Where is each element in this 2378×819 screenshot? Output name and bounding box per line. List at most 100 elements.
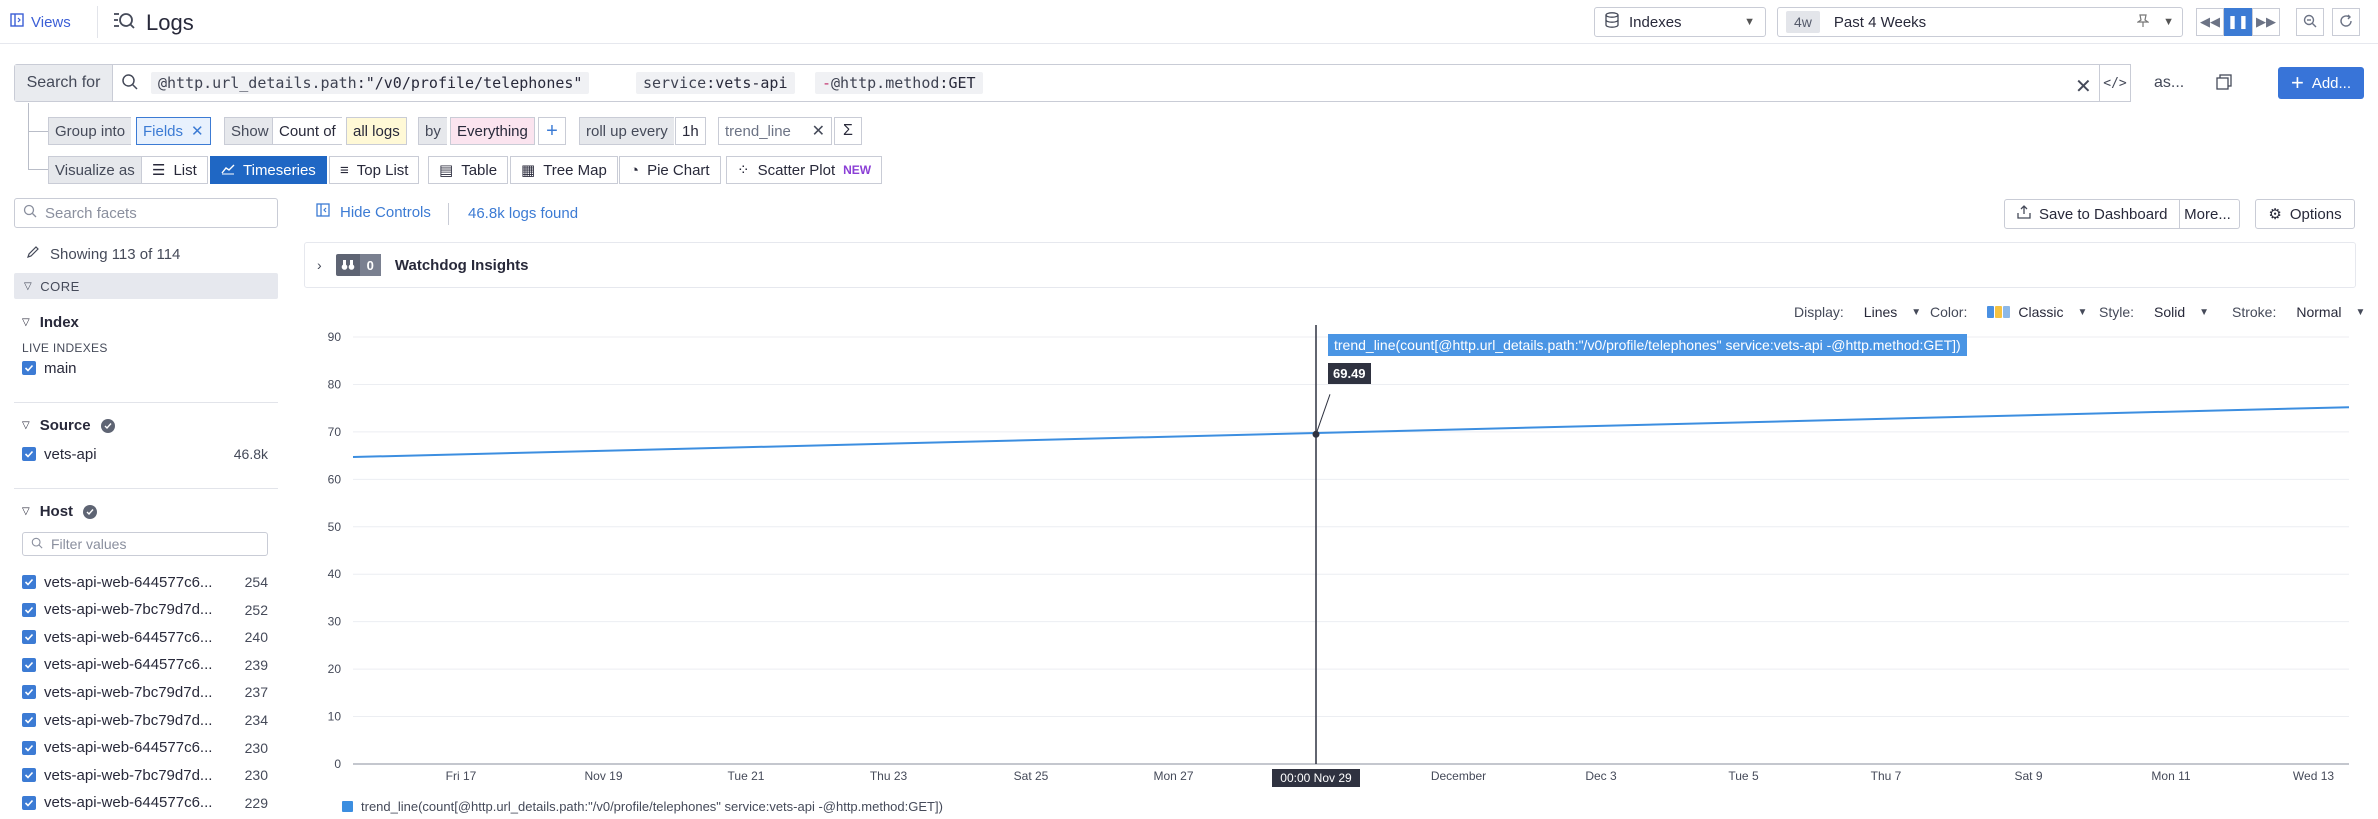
hover-point: [1312, 430, 1320, 438]
list-icon: ☰: [152, 162, 166, 179]
views-button[interactable]: Views: [10, 10, 71, 34]
display-option[interactable]: Display: Lines ▼: [1794, 303, 1921, 321]
facet-value[interactable]: vets-api-web-7bc79d7d... 230: [22, 765, 268, 785]
sigma-button[interactable]: Σ: [834, 117, 862, 145]
time-range-selector[interactable]: 4w Past 4 Weeks ▼: [1777, 7, 2183, 37]
checkbox-checked-icon[interactable]: [22, 630, 36, 645]
viz-scatter-plot[interactable]: ⁘ Scatter Plot NEW: [726, 156, 883, 184]
y-tick-label: 20: [328, 662, 342, 676]
add-group-button[interactable]: +: [538, 117, 566, 145]
copy-icon[interactable]: [2216, 74, 2232, 93]
series-line: [352, 406, 2350, 459]
all-logs-chip[interactable]: all logs: [346, 117, 407, 145]
close-icon[interactable]: ✕: [191, 123, 204, 140]
viz-table[interactable]: ▤ Table: [428, 156, 509, 184]
style-option[interactable]: Style: Solid ▼: [2099, 303, 2209, 321]
logs-found[interactable]: 46.8k logs found: [468, 205, 579, 222]
viz-tree-map[interactable]: ▦ Tree Map: [510, 156, 618, 184]
search-token[interactable]: -@http.method:GET: [815, 72, 983, 94]
facet-search-placeholder: Search facets: [45, 204, 137, 222]
facet-value-count: 254: [244, 574, 268, 590]
search-icon: [121, 73, 139, 94]
rollup-interval[interactable]: 1h: [675, 117, 706, 145]
code-view-button[interactable]: </>: [2099, 64, 2131, 102]
chevron-down-icon: ▼: [2163, 16, 2174, 28]
x-tick-label: Thu 7: [1871, 769, 1902, 783]
checkbox-checked-icon[interactable]: [22, 795, 36, 810]
more-button[interactable]: More...: [2176, 199, 2240, 229]
facet-source-header[interactable]: ▽ Source: [22, 417, 115, 434]
facet-value[interactable]: vets-api-web-7bc79d7d... 237: [22, 682, 268, 702]
core-section-header[interactable]: ▽ CORE: [14, 273, 278, 299]
style-value: Solid: [2154, 304, 2186, 320]
chart-canvas[interactable]: 0 10 20 30 40 50 60 70 80 90 Fri 17 Nov 19 Tue 21 Thu…: [300, 325, 2360, 816]
checkbox-checked-icon[interactable]: [22, 740, 36, 755]
search-token[interactable]: service:vets-api: [636, 72, 795, 94]
time-badge: 4w: [1786, 11, 1820, 33]
close-icon[interactable]: ✕: [811, 123, 825, 140]
legend-label: trend_line(count[@http.url_details.path:…: [361, 799, 943, 814]
facet-title: Source: [39, 417, 91, 434]
formula-input[interactable]: trend_line ✕: [718, 117, 832, 145]
search-token[interactable]: @http.url_details.path:"/v0/profile/tele…: [151, 72, 590, 94]
facet-value[interactable]: vets-api 46.8k: [22, 444, 268, 464]
search-bar[interactable]: Search for @http.url_details.path:"/v0/p…: [14, 64, 2113, 102]
everything-chip[interactable]: Everything: [450, 117, 535, 145]
checkbox-checked-icon[interactable]: [22, 657, 36, 672]
zoom-out-button[interactable]: [2296, 8, 2324, 36]
checkbox-checked-icon[interactable]: [22, 685, 36, 700]
save-to-dashboard-button[interactable]: Save to Dashboard: [2004, 199, 2181, 229]
facet-index-header[interactable]: ▽ Index: [22, 314, 79, 331]
checkbox-checked-icon[interactable]: [22, 713, 36, 727]
divider: [14, 402, 278, 403]
checkbox-checked-icon[interactable]: [22, 768, 36, 783]
hide-controls-button[interactable]: Hide Controls: [316, 203, 431, 221]
checkbox-checked-icon[interactable]: [22, 361, 36, 375]
facet-search-input[interactable]: Search facets: [14, 198, 278, 228]
fields-chip[interactable]: Fields ✕: [136, 117, 211, 145]
host-filter-input[interactable]: Filter values: [22, 532, 268, 556]
checkbox-checked-icon[interactable]: [22, 447, 36, 461]
rewind-button[interactable]: ◀◀: [2196, 8, 2224, 36]
timeseries-chart[interactable]: 0 10 20 30 40 50 60 70 80 90 Fri 17 Nov 19 Tue 21 Thu…: [300, 325, 2360, 816]
display-value: Lines: [1863, 304, 1898, 320]
facet-value[interactable]: vets-api-web-644577c6... 229: [22, 793, 268, 813]
divider: [14, 488, 278, 489]
options-button[interactable]: ⚙ Options: [2255, 199, 2355, 229]
plus-icon: +: [546, 119, 558, 142]
x-tick-label: Thu 23: [870, 769, 908, 783]
forward-button[interactable]: ▶▶: [2252, 8, 2280, 36]
edit-icon[interactable]: [26, 245, 40, 263]
facet-value-label: vets-api-web-644577c6...: [44, 656, 213, 674]
facet-value-label: vets-api-web-7bc79d7d...: [44, 683, 213, 701]
index-selector[interactable]: Indexes ▼: [1594, 7, 1766, 37]
viz-pie-chart[interactable]: ◔ Pie Chart: [619, 156, 721, 184]
facet-value[interactable]: vets-api-web-7bc79d7d... 234: [22, 710, 268, 730]
watchdog-insights-bar[interactable]: › 0 Watchdog Insights: [304, 242, 2356, 288]
pause-button[interactable]: ❚❚: [2224, 8, 2252, 36]
color-option[interactable]: Color: Classic ▼: [1930, 303, 2087, 321]
checkbox-checked-icon[interactable]: [22, 602, 36, 617]
refresh-button[interactable]: [2332, 8, 2360, 36]
viz-top-list[interactable]: ≡ Top List: [329, 156, 420, 184]
stroke-option[interactable]: Stroke: Normal ▼: [2232, 303, 2365, 321]
y-tick-label: 0: [334, 757, 341, 771]
facet-value[interactable]: vets-api-web-644577c6... 240: [22, 627, 268, 647]
facet-value[interactable]: vets-api-web-644577c6... 239: [22, 655, 268, 675]
checkbox-checked-icon[interactable]: [22, 575, 36, 589]
pin-icon[interactable]: [2136, 13, 2151, 31]
facet-value[interactable]: vets-api-web-644577c6... 230: [22, 738, 268, 758]
add-button[interactable]: + Add...: [2278, 67, 2364, 99]
facet-value[interactable]: vets-api-web-644577c6... 254: [22, 572, 268, 592]
database-icon: [1605, 12, 1619, 32]
facet-value[interactable]: main: [22, 358, 268, 378]
zoom-out-icon: [2303, 14, 2317, 31]
chart-legend[interactable]: trend_line(count[@http.url_details.path:…: [342, 799, 943, 814]
as-label[interactable]: as...: [2154, 74, 2185, 91]
facet-value-label: vets-api-web-7bc79d7d...: [44, 601, 213, 619]
facet-host-header[interactable]: ▽ Host: [22, 503, 98, 520]
viz-list[interactable]: ☰ List: [141, 156, 208, 184]
facet-value[interactable]: vets-api-web-7bc79d7d... 252: [22, 600, 268, 620]
clear-search-icon[interactable]: ✕: [2075, 76, 2092, 98]
viz-timeseries[interactable]: Timeseries: [210, 156, 327, 184]
